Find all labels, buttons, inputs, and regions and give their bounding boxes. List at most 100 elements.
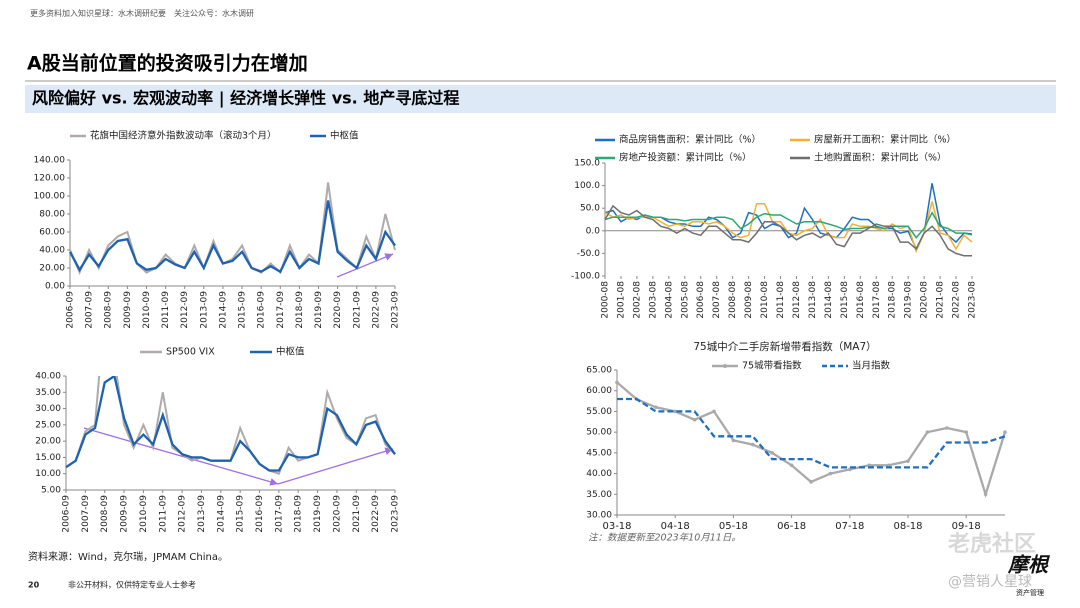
legend-label: 中枢值 [330,130,359,142]
legend-label: 商品房销售面积：累计同比（%） [619,134,761,146]
slide-title: A股当前位置的投资吸引力在增加 [27,52,308,75]
x-tick-label: 2013-09 [197,495,207,533]
x-tick-label: 2012-08 [792,281,802,319]
x-tick-label: 2007-09 [85,291,95,329]
y-tick-label: 40.00 [35,372,61,382]
x-tick-label: 2000-08 [601,281,611,319]
x-tick-label: 2017-08 [872,281,882,319]
x-tick-label: 2023-09 [391,291,401,329]
series-point [770,451,774,455]
x-tick-label: 2017-09 [276,291,286,329]
series-point [654,405,658,410]
y-tick-label: 60.00 [586,386,612,396]
series-line [617,397,1006,469]
x-tick-label: 2019-09 [314,291,324,329]
x-tick-label: 2008-09 [104,291,114,329]
series-point [809,480,813,484]
x-tick-label: 08-18 [893,521,922,532]
series-line [68,200,396,274]
x-tick-label: 2021-08 [936,281,946,319]
series-line [604,204,972,257]
series-point [828,471,833,476]
y-tick-label: 40.00 [586,469,612,479]
y-tick-label: 20.00 [35,437,61,447]
x-tick-label: 06-18 [777,521,806,532]
x-tick-label: 2002-08 [632,281,642,319]
subtitle: 风险偏好 vs. 宏观波动率 | 经济增长弹性 vs. 地产寻底过程 [32,89,459,109]
y-tick-label: 150.0 [574,159,600,169]
x-tick-label: 2001-08 [616,281,626,319]
x-tick-label: 2018-09 [295,291,305,329]
x-tick-label: 2008-09 [100,495,110,533]
series-point [751,442,755,447]
x-tick-label: 2019-08 [904,281,914,319]
y-tick-label: 120.00 [34,174,66,184]
x-tick-label: 2023-09 [391,495,401,533]
y-tick-label: -100.0 [571,272,600,282]
header-note: 更多资料加入知识星球：水木调研纪要 关注公众号：水木调研 [30,8,254,18]
x-tick-label: 2020-08 [920,281,930,319]
y-tick-label: 140.00 [34,156,66,166]
watermark: @营销人星球 [948,574,1032,590]
y-tick-label: 100.00 [34,192,66,202]
x-tick-label: 05-18 [719,521,748,532]
series-line [616,381,1007,499]
x-tick-label: 2015-08 [840,281,850,319]
series-point [867,463,871,468]
disclaimer: 非公开材料，仅供特定专业人士参考 [68,580,196,590]
subtitle-bar [25,85,1056,113]
series-point [925,430,930,434]
y-tick-label: 55.00 [586,407,612,417]
y-tick-label: 0.0 [586,226,601,236]
x-tick-label: 2003-08 [648,281,658,319]
chart-title: 75城中介二手房新增带看指数（MA7） [693,340,876,353]
x-tick-label: 04-18 [661,521,690,532]
legend-marker [723,364,727,368]
x-tick-label: 2022-09 [371,291,381,329]
x-tick-label: 2012-09 [180,291,190,329]
y-tick-label: 100.0 [574,181,600,191]
series-line [65,376,396,475]
x-tick-label: 2022-08 [952,281,962,319]
legend-label: 中枢值 [276,346,305,358]
x-tick-label: 2018-09 [294,495,304,533]
series-line [604,211,973,239]
x-tick-label: 2020-09 [332,495,342,533]
series-point [964,430,968,434]
x-tick-label: 2023-08 [968,281,978,319]
y-tick-label: 20.00 [39,264,65,274]
legend-label: SP500 VIX [166,347,215,358]
trend-arrow [277,447,394,485]
y-tick-label: 45.00 [586,448,612,458]
x-tick-label: 2020-09 [333,291,343,329]
x-tick-label: 2006-08 [696,281,706,319]
series-point [945,426,949,430]
y-tick-label: 35.00 [35,388,61,398]
x-tick-label: 2007-09 [81,495,91,533]
x-tick-label: 2010-09 [139,495,149,533]
x-tick-label: 2004-08 [664,281,674,319]
x-tick-label: 2016-08 [856,281,866,319]
page-number: 20 [28,581,40,590]
x-tick-label: 2009-09 [120,495,130,533]
y-tick-label: 80.00 [39,210,65,220]
x-tick-label: 03-18 [602,521,631,532]
x-tick-label: 2014-09 [218,291,228,329]
x-tick-label: 2022-09 [371,495,381,533]
series-point [906,459,910,463]
y-tick-label: 65.00 [586,366,612,376]
x-tick-label: 2016-09 [257,291,267,329]
chart-note: 注：数据更新至2023年10月11日。 [588,532,741,544]
x-tick-label: 2021-09 [352,291,362,329]
x-tick-label: 2017-09 [274,495,284,533]
x-tick-label: 2021-09 [352,495,362,533]
x-tick-label: 2009-08 [744,281,754,319]
x-tick-label: 2010-08 [760,281,770,319]
legend-label: 房屋新开工面积：累计同比（%） [814,134,956,146]
source: 资料来源：Wind，克尔瑞，JPMAM China。 [28,550,228,563]
trend-arrow [336,253,394,278]
x-tick-label: 2008-08 [728,281,738,319]
legend-label: 花旗中国经济意外指数波动率（滚动3个月） [90,130,277,142]
x-tick-label: 2012-09 [178,495,188,533]
